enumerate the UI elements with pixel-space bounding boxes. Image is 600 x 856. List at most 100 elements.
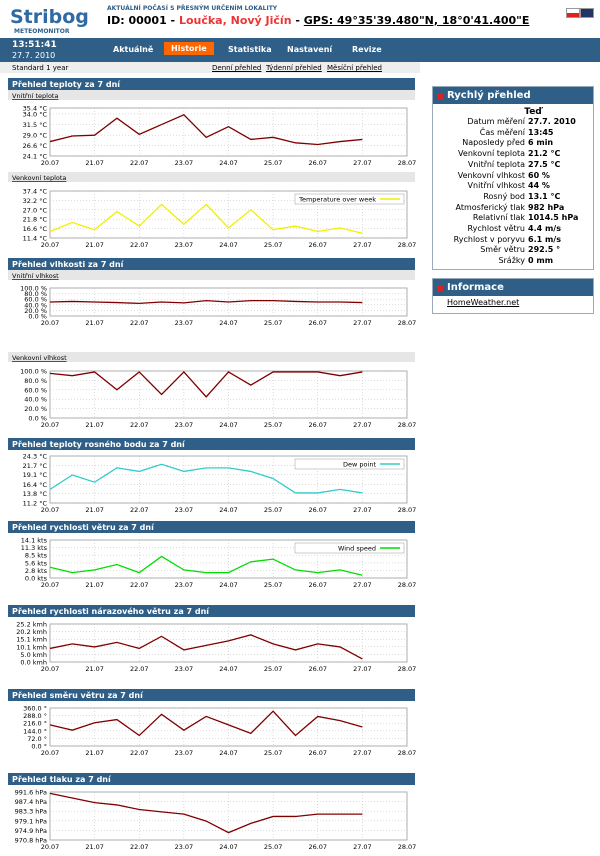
- row-value: 21.2 °C: [528, 149, 561, 159]
- y-tick-label: 10.1 kmh: [16, 643, 47, 651]
- nav-item-active[interactable]: Historie: [164, 42, 214, 55]
- legend-box: [294, 542, 405, 554]
- row-label: Rychlost v poryvu: [453, 234, 525, 244]
- link[interactable]: Měsíční přehled: [327, 64, 382, 72]
- x-tick-label: 24.07: [219, 159, 238, 167]
- y-tick-label: 11.2 °C: [23, 500, 48, 508]
- x-tick-label: 23.07: [175, 665, 194, 673]
- x-tick-label: 21.07: [85, 159, 104, 167]
- y-tick-label: 20.0 %: [24, 405, 47, 413]
- row-label: Vnitřní teplota: [467, 159, 525, 169]
- section-title: Přehled rychlosti větru za 7 dní: [12, 522, 155, 532]
- nav-item[interactable]: Nastavení: [287, 45, 333, 54]
- flag-cz[interactable]: [566, 8, 580, 18]
- logo: Stribog: [10, 6, 89, 28]
- x-tick-label: 27.07: [353, 319, 372, 327]
- nav-item[interactable]: Revize: [352, 45, 382, 54]
- row-value: 60 %: [528, 170, 550, 180]
- y-tick-label: 16.6 °C: [23, 225, 48, 233]
- y-tick-label: 21.7 °C: [23, 462, 48, 470]
- y-tick-label: 26.6 °C: [23, 142, 48, 150]
- chart-label: Venkovní teplota: [12, 174, 66, 182]
- section-bar: [8, 258, 415, 270]
- section-title: Přehled vlhkosti za 7 dní: [12, 260, 125, 269]
- x-tick-label: 20.07: [41, 421, 60, 429]
- chart-label: Vnitřní teplota: [12, 92, 58, 100]
- nav-item[interactable]: Aktuálně: [113, 45, 154, 54]
- link[interactable]: Týdenní přehled: [266, 64, 322, 72]
- section-bar: [8, 773, 415, 785]
- x-tick-label: 21.07: [85, 506, 104, 514]
- section-title: Přehled teploty rosného bodu za 7 dní: [12, 439, 186, 449]
- row-label: Atmosferický tlak: [455, 202, 526, 212]
- row-value: 0 mm: [528, 256, 554, 266]
- series-line: [49, 114, 363, 146]
- x-tick-label: 21.07: [85, 421, 104, 429]
- section-bar: [8, 78, 415, 90]
- info-box: Informace HomeWeather.net: [432, 278, 594, 314]
- link[interactable]: Denní přehled: [212, 64, 262, 72]
- y-tick-label: 40.0 %: [24, 301, 47, 309]
- x-tick-label: 25.07: [264, 665, 283, 673]
- row-label: Čas měření: [479, 127, 525, 137]
- y-tick-label: 21.8 °C: [23, 216, 48, 224]
- y-tick-label: 0.0 kts: [25, 575, 48, 583]
- nav-item[interactable]: Statistika: [228, 45, 272, 54]
- info-link[interactable]: HomeWeather.net: [447, 298, 520, 307]
- x-tick-label: 23.07: [175, 319, 194, 327]
- x-tick-label: 24.07: [219, 843, 238, 851]
- x-tick-label: 20.07: [41, 665, 60, 673]
- y-tick-label: 8.5 kts: [25, 552, 48, 560]
- y-tick-label: 974.9 hPa: [15, 827, 47, 835]
- x-tick-label: 27.07: [353, 159, 372, 167]
- x-tick-label: 26.07: [308, 506, 327, 514]
- x-tick-label: 25.07: [264, 506, 283, 514]
- station-id: ID: 00001 -: [107, 14, 179, 27]
- box-title: Rychlý přehled: [433, 87, 593, 104]
- row-value: 6 min: [528, 138, 554, 148]
- x-tick-label: 25.07: [264, 581, 283, 589]
- x-tick-label: 24.07: [219, 241, 238, 249]
- y-tick-label: 20.0 %: [24, 307, 47, 315]
- overview-row: Rosný bod 13.1 °C: [433, 192, 593, 203]
- x-tick-label: 20.07: [41, 843, 60, 851]
- overview-row: Rychlost v poryvu 6.1 m/s: [433, 235, 593, 246]
- x-tick-label: 27.07: [353, 843, 372, 851]
- legend-box: [294, 193, 405, 205]
- x-tick-label: 21.07: [85, 749, 104, 757]
- y-tick-label: 80.0 %: [24, 290, 47, 298]
- x-tick-label: 28.07: [398, 421, 417, 429]
- row-label: Datum měření: [467, 117, 525, 126]
- row-value: 4.4 m/s: [528, 224, 561, 234]
- y-tick-label: 40.0 %: [24, 396, 47, 404]
- x-tick-label: 27.07: [353, 749, 372, 757]
- x-tick-label: 22.07: [130, 159, 149, 167]
- overview-row: Atmosferický tlak 982 hPa: [433, 203, 593, 214]
- y-tick-label: 987.4 hPa: [15, 798, 47, 806]
- x-tick-label: 22.07: [130, 843, 149, 851]
- logo-sub: METEOMONITOR: [14, 28, 70, 35]
- x-tick-label: 25.07: [264, 241, 283, 249]
- row-value: 292.5 °: [528, 245, 561, 255]
- y-tick-label: 24.1 °C: [23, 153, 48, 161]
- overview-row: Vnitřní vlhkost 44 %: [433, 181, 593, 192]
- mode: Standard 1 year: [12, 64, 69, 72]
- charts: Přehled teploty za 7 dní Vnitřní teplota 2…: [8, 78, 417, 851]
- y-tick-label: 24.3 °C: [23, 453, 48, 461]
- x-tick-label: 26.07: [308, 159, 327, 167]
- row-label: Rosný bod: [483, 191, 525, 201]
- row-label: Venkovní teplota: [458, 149, 525, 159]
- x-tick-label: 24.07: [219, 665, 238, 673]
- x-tick-label: 28.07: [398, 749, 417, 757]
- series-line: [49, 370, 363, 398]
- y-tick-label: 25.2 kmh: [16, 621, 47, 629]
- y-tick-label: 60.0 %: [24, 296, 47, 304]
- flag-en[interactable]: [580, 8, 594, 18]
- chart-label: Venkovní vlhkost: [12, 354, 67, 362]
- x-tick-label: 21.07: [85, 665, 104, 673]
- x-tick-label: 23.07: [175, 421, 194, 429]
- x-tick-label: 27.07: [353, 581, 372, 589]
- series-line: [49, 463, 363, 494]
- overview-row: Srážky 0 mm: [433, 256, 593, 267]
- x-tick-label: 28.07: [398, 665, 417, 673]
